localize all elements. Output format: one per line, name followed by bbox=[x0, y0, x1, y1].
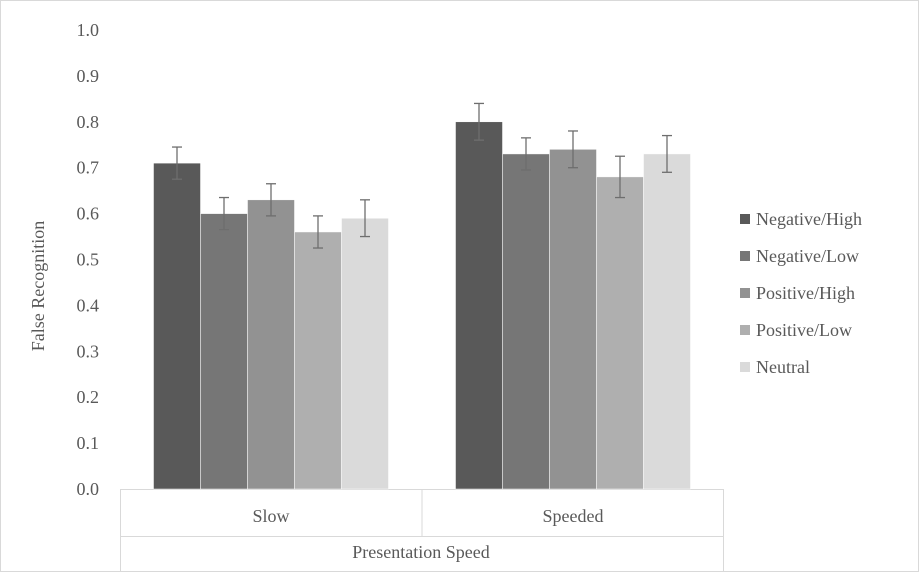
legend-swatch bbox=[740, 362, 750, 372]
legend-label: Neutral bbox=[756, 357, 810, 377]
y-tick-label: 0.2 bbox=[77, 387, 100, 407]
y-tick-label: 0.4 bbox=[77, 295, 100, 315]
legend-swatch bbox=[740, 251, 750, 261]
error-bar bbox=[662, 134, 672, 173]
y-axis: 0.0 0.1 0.2 0.3 0.4 0.5 0.6 0.7 0.8 0.9 1.0 bbox=[77, 20, 100, 499]
bar-positive-high-speeded bbox=[549, 149, 597, 490]
legend-swatch bbox=[740, 214, 750, 224]
error-bar bbox=[360, 199, 370, 238]
bar-positive-low-speeded bbox=[596, 176, 644, 490]
bar-positive-high-slow bbox=[247, 199, 295, 490]
error-bar bbox=[615, 155, 625, 199]
error-bar bbox=[172, 146, 182, 180]
x-tick-label: Slow bbox=[252, 506, 289, 526]
bars-group bbox=[153, 121, 691, 490]
y-tick-label: 0.9 bbox=[77, 66, 100, 86]
bar-negative-low-slow bbox=[200, 213, 248, 490]
x-axis: Slow Speeded bbox=[252, 506, 603, 526]
legend: Negative/High Negative/Low Positive/High Po… bbox=[740, 209, 862, 377]
y-tick-label: 0.1 bbox=[77, 433, 100, 453]
y-tick-label: 0.6 bbox=[77, 204, 100, 224]
y-tick-label: 1.0 bbox=[77, 20, 100, 40]
bar-positive-low-slow bbox=[294, 231, 342, 490]
y-tick-label: 0.7 bbox=[77, 158, 100, 178]
bar-negative-high-slow bbox=[153, 162, 201, 490]
bar-neutral-speeded bbox=[643, 153, 691, 490]
error-bar bbox=[474, 102, 484, 141]
legend-label: Negative/High bbox=[756, 209, 862, 229]
bar-negative-low-speeded bbox=[502, 153, 550, 490]
error-bar bbox=[266, 183, 276, 217]
category-axis-frame bbox=[120, 489, 724, 572]
y-tick-label: 0.0 bbox=[77, 479, 100, 499]
y-tick-label: 0.5 bbox=[77, 250, 100, 270]
y-tick-label: 0.3 bbox=[77, 341, 100, 361]
x-axis-title: Presentation Speed bbox=[352, 542, 489, 562]
bar-neutral-slow bbox=[341, 217, 389, 490]
error-bar bbox=[219, 196, 229, 231]
error-bar bbox=[313, 215, 323, 249]
error-bar bbox=[568, 130, 578, 169]
y-tick-label: 0.8 bbox=[77, 112, 100, 132]
error-bar bbox=[521, 137, 531, 171]
legend-label: Positive/Low bbox=[756, 320, 852, 340]
legend-swatch bbox=[740, 325, 750, 335]
legend-label: Positive/High bbox=[756, 283, 855, 303]
error-bars-group bbox=[172, 102, 672, 249]
legend-swatch bbox=[740, 288, 750, 298]
x-tick-label: Speeded bbox=[543, 506, 604, 526]
bar-negative-high-speeded bbox=[455, 121, 503, 490]
y-axis-title: False Recognition bbox=[28, 221, 48, 351]
legend-label: Negative/Low bbox=[756, 246, 859, 266]
